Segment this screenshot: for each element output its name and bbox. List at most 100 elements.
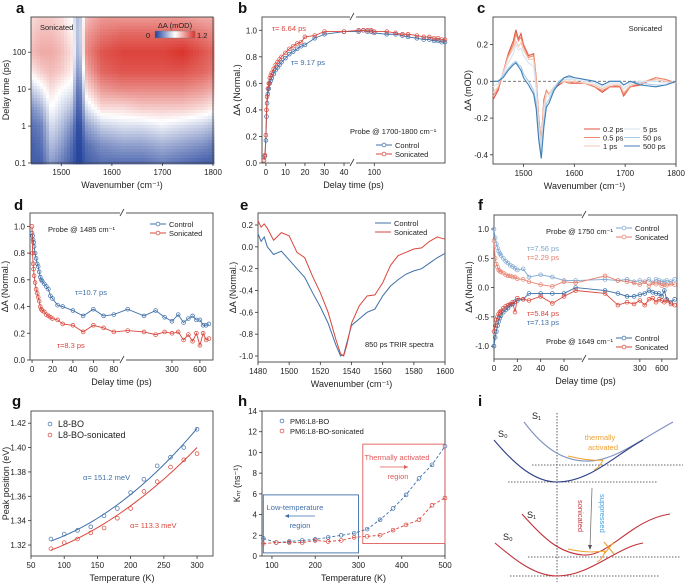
heatmap-cell (100, 137, 104, 141)
x-tick-label: 60 (560, 364, 569, 373)
heatmap-cell (121, 125, 125, 129)
heatmap-cell (109, 128, 113, 132)
heatmap-cell (73, 122, 77, 126)
heatmap-cell (55, 137, 59, 141)
heatmap-cell (142, 80, 146, 84)
heatmap-cell (160, 47, 164, 51)
heatmap-cell (208, 38, 212, 42)
heatmap-cell (130, 62, 134, 66)
heatmap-cell (151, 119, 155, 123)
heatmap-cell (43, 113, 47, 117)
heatmap-cell (52, 38, 56, 42)
heatmap-cell (85, 158, 89, 162)
heatmap-cell (52, 26, 56, 30)
heatmap-cell (166, 47, 170, 51)
heatmap-cell (181, 113, 185, 117)
heatmap-cell (130, 38, 134, 42)
data-point (356, 29, 361, 34)
heatmap-cell (106, 53, 110, 57)
heatmap-cell (37, 140, 41, 144)
heatmap-cell (124, 50, 128, 54)
heatmap-cell (52, 47, 56, 51)
data-point (372, 30, 377, 36)
heatmap-cell (175, 155, 179, 159)
heatmap-cell (31, 26, 35, 30)
heatmap-cell (187, 68, 191, 72)
heatmap-cell (199, 20, 203, 24)
heatmap-cell (193, 56, 197, 60)
heatmap-cell (79, 77, 83, 81)
heatmap-cell (64, 104, 68, 108)
heatmap-cell (76, 158, 80, 162)
data-point (294, 41, 300, 46)
heatmap-cell (64, 41, 68, 45)
heatmap-cell (190, 68, 194, 72)
heatmap-cell (115, 71, 119, 75)
heatmap-cell (205, 68, 209, 72)
heatmap-cell (199, 140, 203, 144)
heatmap-cell (133, 62, 137, 66)
data-point (526, 274, 532, 280)
heatmap-cell (136, 137, 140, 141)
heatmap-cell (43, 83, 47, 87)
heatmap-cell (79, 98, 83, 102)
heatmap-cell (37, 131, 41, 135)
heatmap-cell (52, 122, 56, 126)
x-tick-label: 1480 (249, 367, 267, 376)
heatmap-cell (151, 53, 155, 57)
heatmap-cell (175, 23, 179, 27)
heatmap-cell (85, 137, 89, 141)
heatmap-cell (205, 104, 209, 108)
heatmap-cell (118, 77, 122, 81)
heatmap-cell (85, 104, 89, 108)
heatmap-cell (160, 125, 164, 129)
heatmap-cell (88, 101, 92, 105)
heatmap-cell (178, 101, 182, 105)
heatmap-cell (163, 20, 167, 24)
heatmap-cell (127, 137, 131, 141)
heatmap-cell (118, 131, 122, 135)
data-point (287, 540, 292, 545)
data-point (48, 546, 54, 551)
heatmap-cell (40, 128, 44, 132)
heatmap-cell (46, 53, 50, 57)
heatmap-cell (130, 149, 134, 153)
colorbar-min-label: 0 (146, 31, 150, 40)
heatmap-cell (163, 125, 167, 129)
data-point (414, 35, 420, 41)
heatmap-cell (145, 32, 149, 36)
heatmap-cell (61, 131, 65, 135)
heatmap-cell (199, 62, 203, 66)
heatmap-cell (58, 62, 62, 66)
heatmap-cell (37, 74, 41, 78)
heatmap-cell (58, 149, 62, 153)
heatmap-cell (34, 140, 38, 144)
heatmap-cell (145, 146, 149, 150)
heatmap-cell (58, 32, 62, 36)
heatmap-cell (118, 92, 122, 96)
data-point (298, 39, 304, 45)
heatmap-cell (70, 62, 74, 66)
heatmap-cell (184, 116, 188, 120)
heatmap-cell (175, 137, 179, 141)
heatmap-cell (157, 146, 161, 150)
heatmap-cell (205, 59, 209, 63)
heatmap-cell (49, 152, 53, 156)
heatmap-cell (190, 101, 194, 105)
heatmap-cell (49, 143, 53, 147)
panel-label-h: h (238, 393, 247, 410)
heatmap-cell (151, 89, 155, 93)
heatmap-cell (121, 47, 125, 51)
heatmap-cell (85, 56, 89, 60)
heatmap-cell (64, 83, 68, 87)
heatmap-cell (151, 113, 155, 117)
heatmap-cell (43, 152, 47, 156)
heatmap-cell (193, 137, 197, 141)
heatmap-cell (112, 113, 116, 117)
heatmap-cell (118, 134, 122, 138)
heatmap-cell (187, 131, 191, 135)
heatmap-cell (124, 131, 128, 135)
heatmap-cell (43, 74, 47, 78)
heatmap-cell (34, 125, 38, 129)
heatmap-cell (163, 107, 167, 111)
